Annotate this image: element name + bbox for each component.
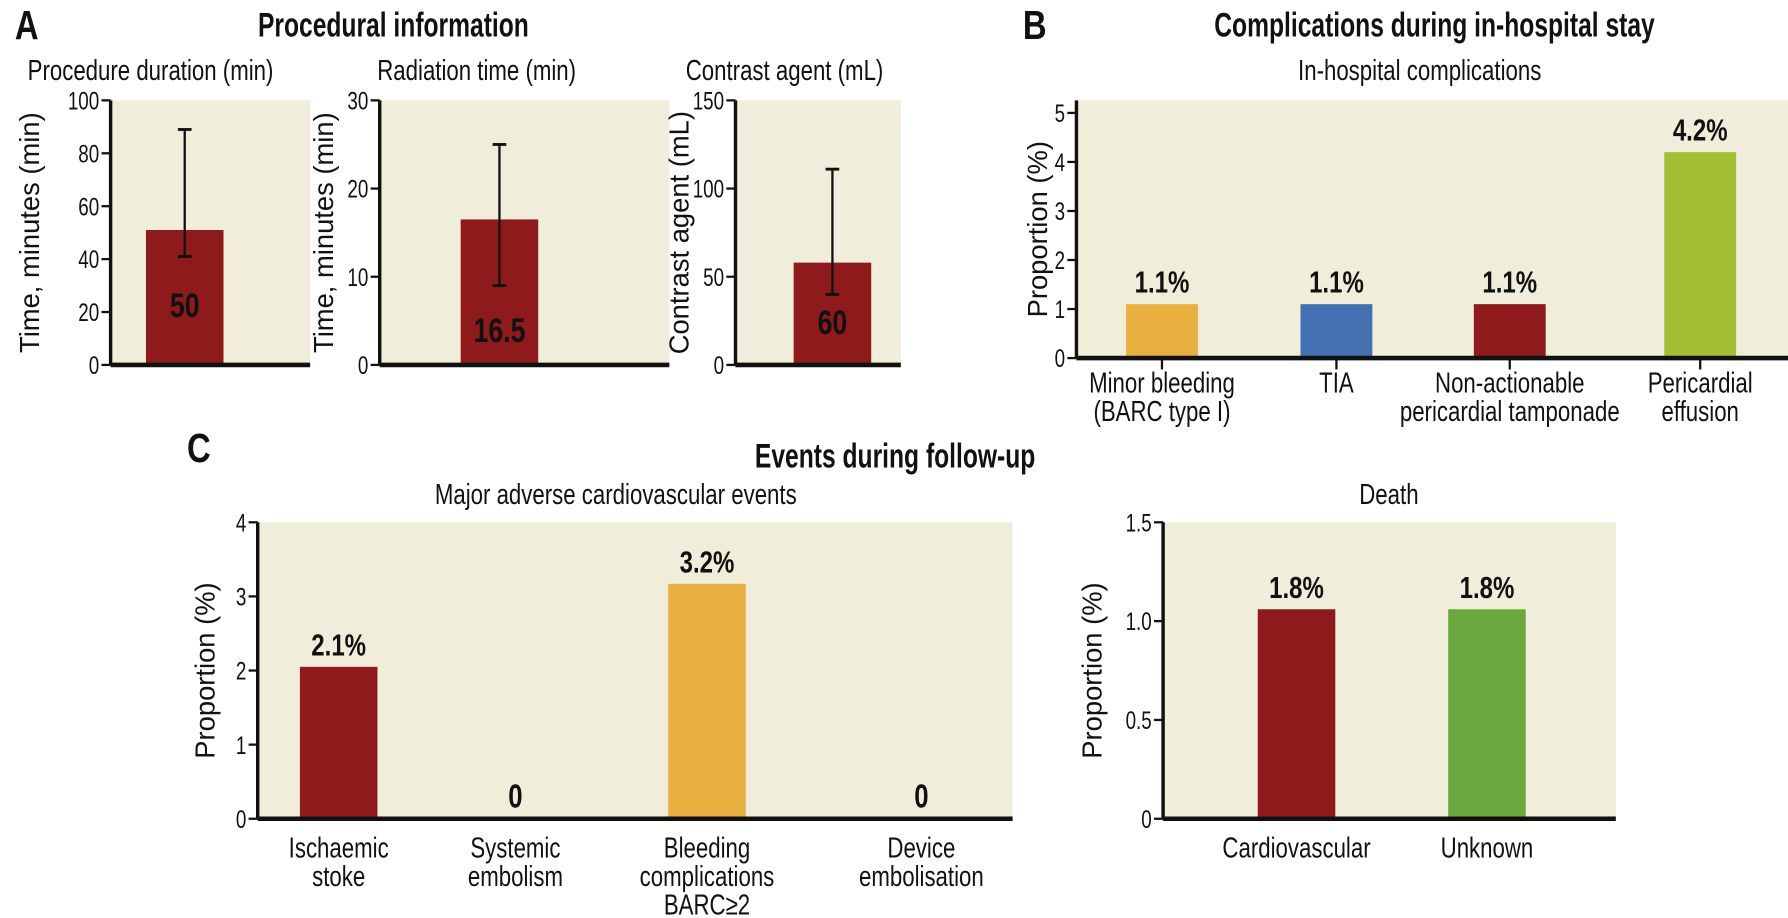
x-tick-label: BARC≥2 <box>664 890 750 918</box>
y-tick-label: 20 <box>347 175 368 203</box>
y-tick-label: 5 <box>1055 99 1065 127</box>
chart-title: In-hospital complications <box>1298 55 1541 86</box>
y-tick-label: 0 <box>1141 805 1151 833</box>
x-tick-label: Cardiovascular <box>1222 833 1371 864</box>
y-tick-label: 40 <box>78 246 99 274</box>
y-tick-label: 0 <box>89 351 99 379</box>
data-label: 1.8% <box>1269 570 1324 605</box>
y-tick-label: 50 <box>703 263 724 291</box>
data-label: 2.1% <box>311 628 366 663</box>
y-tick-label: 0 <box>714 351 724 379</box>
y-tick-label: 4 <box>236 509 246 537</box>
data-label: 16.5 <box>474 312 526 350</box>
chart-a3: Contrast agent (mL) Contrast agent (mL) 60… <box>664 55 901 380</box>
y-tick-label: 2 <box>236 657 246 685</box>
data-label: 1.1% <box>1135 265 1190 300</box>
y-tick-label: 1.0 <box>1126 608 1152 636</box>
y-tick-label: 0 <box>1055 345 1065 373</box>
data-label: 1.1% <box>1309 265 1364 300</box>
y-axis-label: Proportion (%) <box>1077 582 1108 758</box>
y-tick-label: 80 <box>78 140 99 168</box>
x-tick-label: Systemic <box>470 833 560 864</box>
chart-title: Contrast agent (mL) <box>686 55 884 86</box>
chart-a2: Radiation time (min) Time, minutes (min) 1… <box>308 55 670 380</box>
bar <box>1664 152 1737 359</box>
bar <box>1473 304 1546 359</box>
bar <box>1300 304 1373 359</box>
y-tick-label: 60 <box>78 193 99 221</box>
bar <box>1448 609 1526 819</box>
y-axis-label: Time, minutes (min) <box>14 112 45 353</box>
x-tick-label: Pericardial <box>1648 368 1753 399</box>
x-tick-label: Ischaemic <box>289 833 389 864</box>
y-tick-label: 10 <box>347 263 368 291</box>
panel-a-title: Procedural information <box>258 7 529 45</box>
x-tick-label: TIA <box>1319 368 1354 399</box>
y-tick-label: 4 <box>1055 148 1065 176</box>
y-tick-label: 100 <box>693 175 724 203</box>
y-tick-label: 1 <box>236 731 246 759</box>
panel-b-letter: B <box>1023 1 1047 47</box>
panel-c-letter: C <box>187 424 211 470</box>
y-axis-label: Time, minutes (min) <box>308 112 339 353</box>
x-tick-label: embolisation <box>859 862 984 893</box>
chart-c1: Major adverse cardiovascular events Propo… <box>189 480 1013 918</box>
data-label: 50 <box>170 287 200 325</box>
data-label: 3.2% <box>680 545 735 580</box>
bar <box>1126 304 1198 359</box>
plot-background <box>257 522 1013 819</box>
y-axis-label: Contrast agent (mL) <box>664 111 695 354</box>
bar <box>299 666 378 819</box>
y-tick-label: 0.5 <box>1126 706 1152 734</box>
x-tick-label: Device <box>887 833 955 864</box>
panel-a-letter: A <box>15 1 39 47</box>
y-tick-label: 100 <box>68 87 99 115</box>
chart-title: Death <box>1359 480 1418 511</box>
y-tick-label: 3 <box>1055 197 1065 225</box>
chart-a1: Procedure duration (min) Time, minutes (m… <box>14 55 311 380</box>
bar <box>668 583 746 819</box>
chart-title: Major adverse cardiovascular events <box>435 480 797 511</box>
chart-c2: Death Proportion (%) 1.8% Cardiovascular 1.8… <box>1077 480 1616 864</box>
y-tick-label: 0 <box>236 805 246 833</box>
data-label: 0 <box>508 778 522 815</box>
y-tick-label: 1 <box>1055 296 1065 324</box>
y-axis-label: Proportion (%) <box>189 582 220 758</box>
x-tick-label: Non-actionable <box>1435 368 1584 399</box>
x-tick-label: complications <box>640 862 775 893</box>
x-tick-label: Bleeding <box>664 833 750 864</box>
data-label: 1.8% <box>1460 570 1515 605</box>
data-label: 0 <box>914 778 928 815</box>
y-tick-label: 1.5 <box>1126 509 1152 537</box>
x-tick-label: stoke <box>312 862 365 893</box>
y-axis-label: Proportion (%) <box>1022 141 1053 317</box>
chart-title: Radiation time (min) <box>377 55 576 86</box>
y-tick-label: 150 <box>693 87 724 115</box>
y-tick-label: 20 <box>78 299 99 327</box>
panel-c-title: Events during follow-up <box>755 438 1035 476</box>
x-tick-label: embolism <box>468 862 563 893</box>
x-tick-label: Unknown <box>1441 833 1534 864</box>
panel-b-title: Complications during in-hospital stay <box>1214 7 1655 45</box>
y-tick-label: 2 <box>1055 247 1065 275</box>
data-label: 1.1% <box>1482 265 1537 300</box>
data-label: 60 <box>818 304 848 342</box>
x-tick-label: effusion <box>1661 396 1738 427</box>
y-tick-label: 0 <box>358 351 368 379</box>
chart-title: Procedure duration (min) <box>28 55 274 86</box>
bar <box>1257 609 1336 819</box>
data-label: 4.2% <box>1673 113 1728 148</box>
x-tick-label: pericardial tamponade <box>1400 396 1620 427</box>
x-tick-label: (BARC type I) <box>1093 396 1230 427</box>
y-tick-label: 30 <box>347 87 368 115</box>
y-tick-label: 3 <box>236 583 246 611</box>
plot-background <box>1163 522 1616 819</box>
x-tick-label: Minor bleeding <box>1089 368 1235 399</box>
